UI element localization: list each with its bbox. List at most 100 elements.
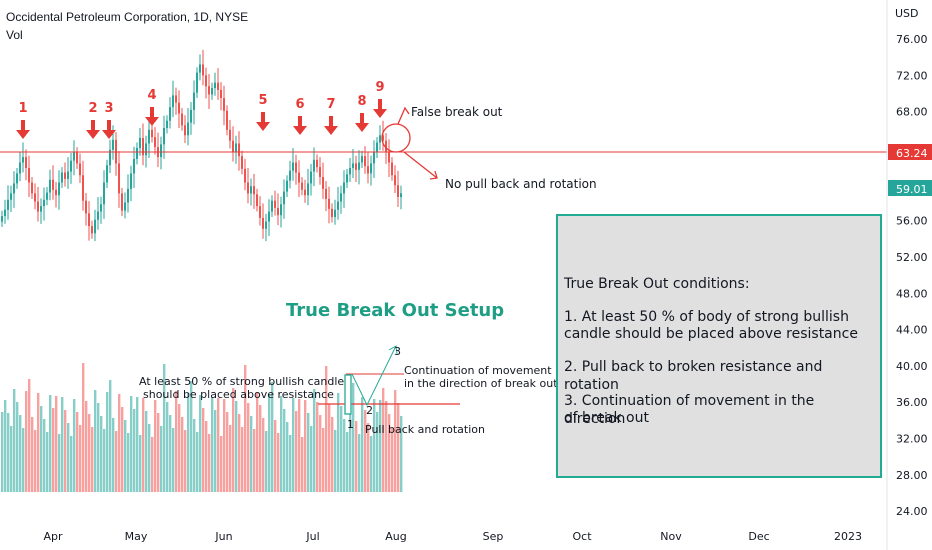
volume-bar	[373, 399, 376, 492]
candle-body	[217, 82, 219, 90]
conditions-heading: True Break Out conditions:	[564, 276, 750, 292]
candle-body	[400, 193, 402, 198]
time-tick: Sep	[483, 530, 504, 543]
candle-body	[112, 139, 114, 150]
volume-bar	[187, 393, 190, 492]
candle-body	[376, 142, 378, 153]
last-price-text: 59.01	[896, 183, 928, 196]
time-tick: Jun	[214, 530, 232, 543]
candle-body	[220, 89, 222, 99]
arrow-number: 5	[258, 93, 267, 108]
volume-bar	[31, 417, 34, 492]
candle-body	[235, 143, 237, 152]
volume-bar	[10, 426, 13, 492]
candle-body	[205, 75, 207, 87]
volume-bar	[247, 403, 250, 492]
candle-body	[223, 98, 225, 111]
condition-3-line-2: of break out	[564, 410, 649, 426]
candle-body	[19, 162, 21, 174]
candle-body	[16, 173, 18, 184]
price-tick: 44.00	[896, 324, 928, 337]
volume-bar	[226, 412, 229, 492]
volume-bar	[58, 434, 61, 492]
candle-body	[349, 167, 351, 175]
volume-bar	[331, 417, 334, 492]
resistance-price-tag	[888, 144, 932, 160]
volume-bar	[160, 426, 163, 492]
volume-bar	[28, 379, 31, 492]
volume-bar	[52, 408, 55, 492]
no-pullback-label: No pull back and rotation	[445, 177, 597, 191]
volume-bar	[319, 415, 322, 492]
conditions-box: True Break Out conditions: 1. At least 5…	[556, 214, 882, 478]
setup-step-2: 2	[366, 404, 373, 417]
candle-body	[181, 113, 183, 126]
time-tick: May	[125, 530, 148, 543]
volume-bar	[145, 411, 148, 492]
volume-bar	[361, 397, 364, 492]
volume-bar	[397, 403, 400, 492]
candle-body	[106, 165, 108, 183]
setup-note-continuation-2: in the direction of break out	[404, 377, 558, 390]
price-tick: 36.00	[896, 396, 928, 409]
candle-body	[241, 156, 243, 169]
volume-bar	[250, 416, 253, 492]
candle-body	[118, 163, 120, 194]
candle-body	[256, 194, 258, 207]
candle-body	[184, 125, 186, 136]
volume-bar	[151, 437, 154, 492]
volume-bar	[388, 414, 391, 492]
volume-bar	[229, 425, 232, 492]
candle-body	[148, 129, 150, 144]
candle-body	[160, 144, 162, 158]
candle-body	[310, 171, 312, 184]
volume-bar	[112, 418, 115, 492]
volume-bar	[220, 436, 223, 492]
volume-bars	[1, 363, 403, 492]
volume-bar	[166, 402, 169, 492]
candle-body	[358, 162, 360, 170]
candle-body	[136, 148, 138, 159]
candle-body	[271, 200, 273, 212]
volume-bar	[85, 401, 88, 492]
volume-bar	[43, 419, 46, 492]
volume-bar	[181, 417, 184, 492]
arrow-down-icon	[256, 112, 270, 131]
volume-bar	[244, 365, 247, 492]
volume-bar	[379, 400, 382, 492]
setup-step-1: 1	[347, 418, 354, 431]
volume-bar	[232, 388, 235, 492]
candle-body	[250, 186, 252, 194]
volume-bar	[115, 431, 118, 492]
candle-body	[355, 163, 357, 170]
arrow-markers: 1 2 34 5 6 7 89	[16, 80, 387, 139]
volume-bar	[205, 421, 208, 492]
arrow-number: 2	[88, 101, 97, 116]
volume-bar	[358, 434, 361, 492]
volume-bar	[70, 436, 73, 492]
price-tick: 56.00	[896, 215, 928, 228]
arrow-down-icon	[102, 120, 116, 139]
arrow-number: 3	[104, 101, 113, 116]
volume-bar	[334, 430, 337, 492]
candle-body	[61, 172, 63, 183]
volume-bar	[13, 389, 16, 492]
candle-body	[316, 159, 318, 168]
volume-bar	[196, 432, 199, 492]
time-tick: 2023	[834, 530, 862, 543]
candle-body	[397, 185, 399, 198]
volume-bar	[130, 396, 133, 492]
volume-bar	[1, 412, 4, 492]
candle-body	[361, 156, 363, 163]
volume-bar	[16, 402, 19, 492]
candle-body	[91, 226, 93, 234]
candle-body	[367, 166, 369, 174]
candle-body	[382, 135, 384, 141]
candle-body	[103, 182, 105, 205]
candle-body	[208, 86, 210, 95]
candle-body	[34, 193, 36, 202]
candle-body	[178, 102, 180, 114]
volume-bar	[103, 429, 106, 492]
candle-body	[385, 140, 387, 152]
